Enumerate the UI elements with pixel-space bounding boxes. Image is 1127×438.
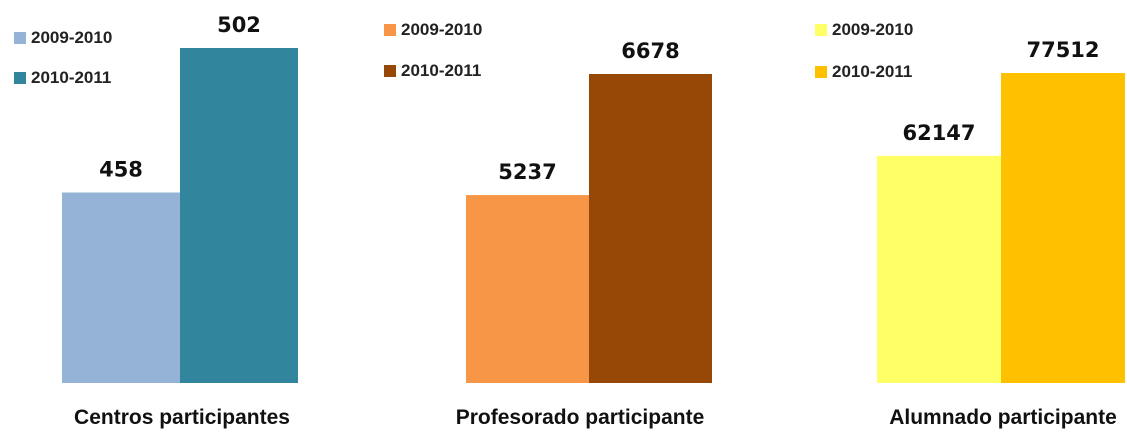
legend-label-2009-2010: 2009-2010 — [401, 20, 483, 39]
data-label-2009-2010: 458 — [99, 158, 143, 182]
data-label-2010-2011: 502 — [217, 13, 261, 37]
legend-swatch-2010-2011 — [14, 72, 26, 84]
legend-label-2010-2011: 2010-2011 — [401, 61, 482, 80]
legend-swatch-2010-2011 — [384, 65, 396, 77]
bar-2009-2010 — [466, 195, 589, 383]
legend-item-2009-2010: 2009-2010 — [384, 20, 482, 40]
data-label-2010-2011: 77512 — [1026, 38, 1099, 62]
legend-item-2009-2010: 2009-2010 — [14, 28, 112, 48]
legend-label-2009-2010: 2009-2010 — [31, 28, 113, 47]
bar-2010-2011 — [1001, 73, 1125, 383]
legend-label-2010-2011: 2010-2011 — [832, 62, 913, 81]
legend-item-2009-2010: 2009-2010 — [815, 20, 913, 40]
chart-panel-profesorado: 2009-2010 2010-2011 5237 6678 Profesorado… — [375, 0, 751, 438]
data-label-2009-2010: 5237 — [498, 160, 556, 184]
bar-2010-2011 — [180, 48, 298, 383]
legend-swatch-2009-2010 — [384, 24, 396, 36]
data-label-2010-2011: 6678 — [621, 39, 679, 63]
bar-2010-2011 — [589, 74, 712, 383]
bar-2009-2010 — [877, 155, 1001, 383]
legend-label-2010-2011: 2010-2011 — [31, 68, 112, 87]
bar-2009-2010 — [62, 192, 180, 383]
bar-chart-centros: 458 502 — [62, 13, 298, 383]
legend-item-2010-2011: 2010-2011 — [384, 61, 481, 81]
chart-panel-alumnado: 2009-2010 2010-2011 62147 77512 Alumnado … — [751, 0, 1127, 438]
category-label-centros: Centros participantes — [74, 406, 290, 429]
legend-swatch-2009-2010 — [815, 24, 827, 36]
legend-label-2009-2010: 2009-2010 — [832, 20, 914, 39]
chart-panel-centros: 2009-2010 2010-2011 458 502 Centros parti… — [0, 0, 375, 438]
legend-item-2010-2011: 2010-2011 — [815, 62, 912, 82]
category-label-alumnado: Alumnado participante — [889, 406, 1117, 429]
bar-chart-profesorado: 5237 6678 — [466, 39, 712, 383]
bar-chart-alumnado: 62147 77512 — [877, 38, 1125, 383]
legend-swatch-2009-2010 — [14, 32, 26, 44]
legend-item-2010-2011: 2010-2011 — [14, 68, 111, 88]
category-label-profesorado: Profesorado participante — [455, 406, 705, 429]
legend-swatch-2010-2011 — [815, 66, 827, 78]
data-label-2009-2010: 62147 — [902, 121, 975, 145]
